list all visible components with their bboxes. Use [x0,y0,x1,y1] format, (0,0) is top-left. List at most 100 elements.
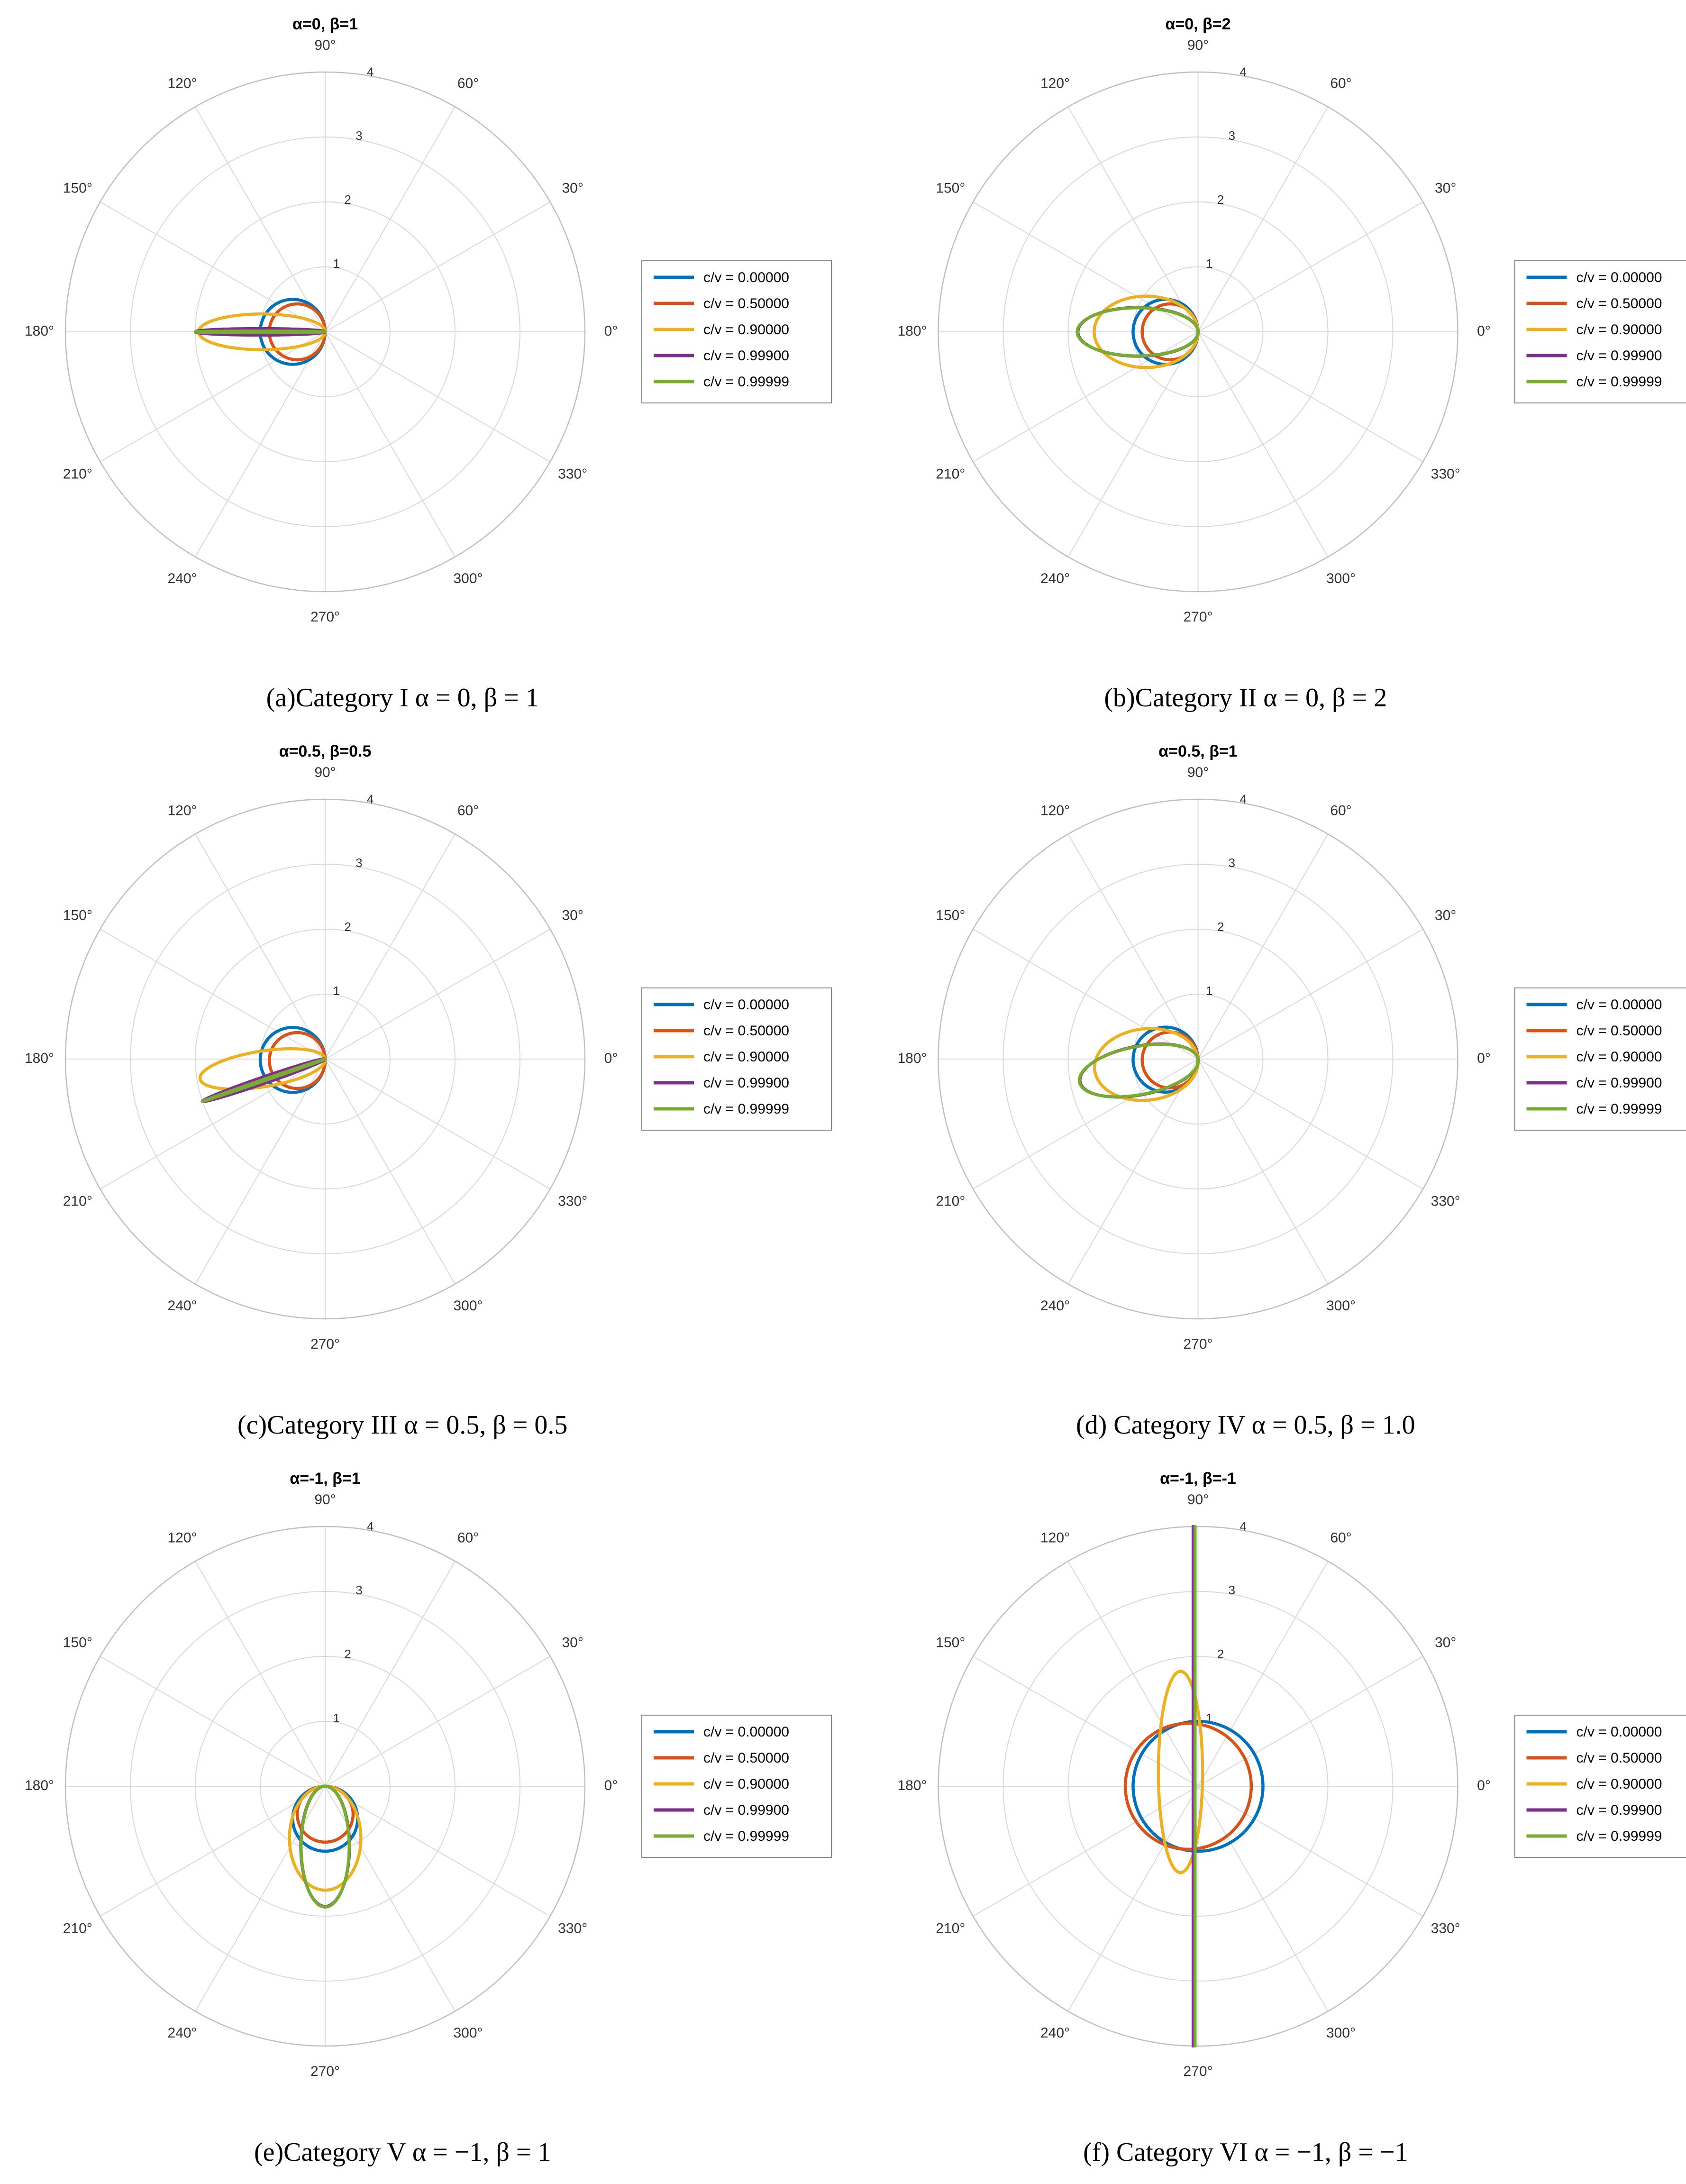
svg-text:330°: 330° [1431,466,1460,482]
svg-text:c/v = 0.99999: c/v = 0.99999 [703,1828,789,1844]
svg-text:c/v = 0.90000: c/v = 0.90000 [1577,1049,1662,1065]
svg-text:(a)Category I α = 0, β = 1: (a)Category I α = 0, β = 1 [266,683,539,713]
svg-text:0°: 0° [1477,1778,1491,1793]
svg-text:c/v = 0.90000: c/v = 0.90000 [703,1776,789,1792]
svg-text:60°: 60° [1330,803,1351,819]
svg-text:3: 3 [1229,128,1235,143]
svg-text:60°: 60° [457,76,479,91]
svg-text:150°: 150° [936,180,965,196]
svg-text:c/v = 0.00000: c/v = 0.00000 [703,1724,789,1740]
svg-text:4: 4 [367,792,374,806]
svg-text:3: 3 [355,1583,362,1597]
svg-text:2: 2 [344,192,351,207]
svg-text:180°: 180° [897,323,927,339]
svg-text:(d) Category IV α = 0.5, β = 1: (d) Category IV α = 0.5, β = 1.0 [1076,1410,1415,1440]
svg-text:1: 1 [1206,256,1212,271]
svg-text:180°: 180° [25,1051,54,1066]
svg-text:120°: 120° [1040,76,1070,91]
svg-text:180°: 180° [25,323,54,339]
svg-text:c/v = 0.99900: c/v = 0.99900 [1577,348,1662,364]
svg-text:60°: 60° [457,803,479,819]
svg-text:α=0, β=1: α=0, β=1 [292,15,358,33]
svg-text:30°: 30° [1435,1635,1456,1650]
svg-text:150°: 150° [63,180,92,196]
svg-text:c/v = 0.99999: c/v = 0.99999 [703,1101,789,1117]
svg-text:3: 3 [1229,856,1235,870]
svg-text:c/v = 0.50000: c/v = 0.50000 [1577,1023,1662,1039]
svg-text:270°: 270° [310,1336,340,1352]
svg-text:c/v = 0.99999: c/v = 0.99999 [1577,374,1662,390]
svg-text:330°: 330° [558,1920,587,1936]
svg-text:300°: 300° [1326,1298,1356,1314]
svg-text:270°: 270° [1183,2064,1212,2079]
svg-text:c/v = 0.99999: c/v = 0.99999 [703,374,789,390]
svg-text:c/v = 0.90000: c/v = 0.90000 [703,322,789,338]
svg-text:c/v = 0.99999: c/v = 0.99999 [1577,1101,1662,1117]
svg-text:α=-1, β=-1: α=-1, β=-1 [1160,1470,1236,1488]
svg-text:c/v = 0.99900: c/v = 0.99900 [703,1802,789,1818]
svg-text:4: 4 [1239,64,1246,79]
svg-text:c/v = 0.00000: c/v = 0.00000 [1577,1724,1662,1740]
svg-text:30°: 30° [562,180,583,196]
svg-text:270°: 270° [1183,1336,1212,1352]
svg-text:180°: 180° [897,1051,927,1066]
svg-text:1: 1 [1206,984,1212,998]
svg-text:1: 1 [333,256,340,271]
svg-text:330°: 330° [1431,1920,1460,1936]
svg-text:270°: 270° [310,609,340,625]
svg-text:c/v = 0.99900: c/v = 0.99900 [1577,1802,1662,1818]
svg-text:0°: 0° [604,323,618,339]
svg-text:30°: 30° [1435,180,1456,196]
svg-text:150°: 150° [63,1635,92,1650]
svg-text:c/v = 0.90000: c/v = 0.90000 [703,1049,789,1065]
svg-text:240°: 240° [1040,571,1070,586]
svg-text:300°: 300° [1326,571,1356,586]
svg-text:300°: 300° [453,571,483,586]
svg-text:c/v = 0.00000: c/v = 0.00000 [1577,270,1662,285]
svg-text:120°: 120° [167,76,197,91]
svg-text:(e)Category V α = −1, β = 1: (e)Category V α = −1, β = 1 [254,2138,551,2167]
svg-text:270°: 270° [310,2064,340,2079]
svg-text:0°: 0° [604,1051,618,1066]
svg-text:240°: 240° [1040,1298,1070,1314]
svg-text:c/v = 0.00000: c/v = 0.00000 [703,997,789,1013]
svg-text:90°: 90° [314,765,336,780]
svg-text:90°: 90° [1187,765,1209,780]
svg-text:α=0.5, β=0.5: α=0.5, β=0.5 [279,742,372,760]
svg-text:c/v = 0.50000: c/v = 0.50000 [703,1023,789,1039]
svg-text:60°: 60° [457,1530,479,1546]
svg-text:(c)Category III α = 0.5, β = 0: (c)Category III α = 0.5, β = 0.5 [237,1410,567,1440]
svg-text:210°: 210° [63,466,92,482]
svg-text:60°: 60° [1330,76,1351,91]
svg-text:120°: 120° [167,1530,197,1546]
svg-text:1: 1 [333,984,340,998]
svg-text:4: 4 [367,64,374,79]
svg-text:2: 2 [1217,920,1224,934]
svg-text:240°: 240° [167,1298,197,1314]
svg-text:c/v = 0.90000: c/v = 0.90000 [1577,322,1662,338]
svg-text:90°: 90° [314,37,336,53]
svg-text:4: 4 [1239,1519,1246,1533]
svg-text:c/v = 0.50000: c/v = 0.50000 [1577,296,1662,311]
svg-text:4: 4 [1239,792,1246,806]
svg-text:300°: 300° [1326,2025,1356,2041]
svg-text:c/v = 0.50000: c/v = 0.50000 [703,296,789,311]
svg-text:180°: 180° [897,1778,927,1793]
svg-text:210°: 210° [63,1193,92,1209]
svg-text:90°: 90° [314,1492,336,1508]
svg-text:c/v = 0.99900: c/v = 0.99900 [703,1075,789,1091]
svg-text:3: 3 [355,128,362,143]
svg-text:c/v = 0.00000: c/v = 0.00000 [703,270,789,285]
svg-text:2: 2 [344,920,351,934]
svg-text:α=0, β=2: α=0, β=2 [1165,15,1230,33]
svg-text:90°: 90° [1187,37,1209,53]
svg-text:210°: 210° [936,1920,965,1936]
svg-text:210°: 210° [936,466,965,482]
svg-text:90°: 90° [1187,1492,1209,1508]
svg-text:α=0.5, β=1: α=0.5, β=1 [1158,742,1237,760]
svg-text:30°: 30° [562,1635,583,1650]
svg-text:c/v = 0.90000: c/v = 0.90000 [1577,1776,1662,1792]
svg-text:c/v = 0.00000: c/v = 0.00000 [1577,997,1662,1013]
svg-text:c/v = 0.99900: c/v = 0.99900 [1577,1075,1662,1091]
svg-text:150°: 150° [63,907,92,923]
